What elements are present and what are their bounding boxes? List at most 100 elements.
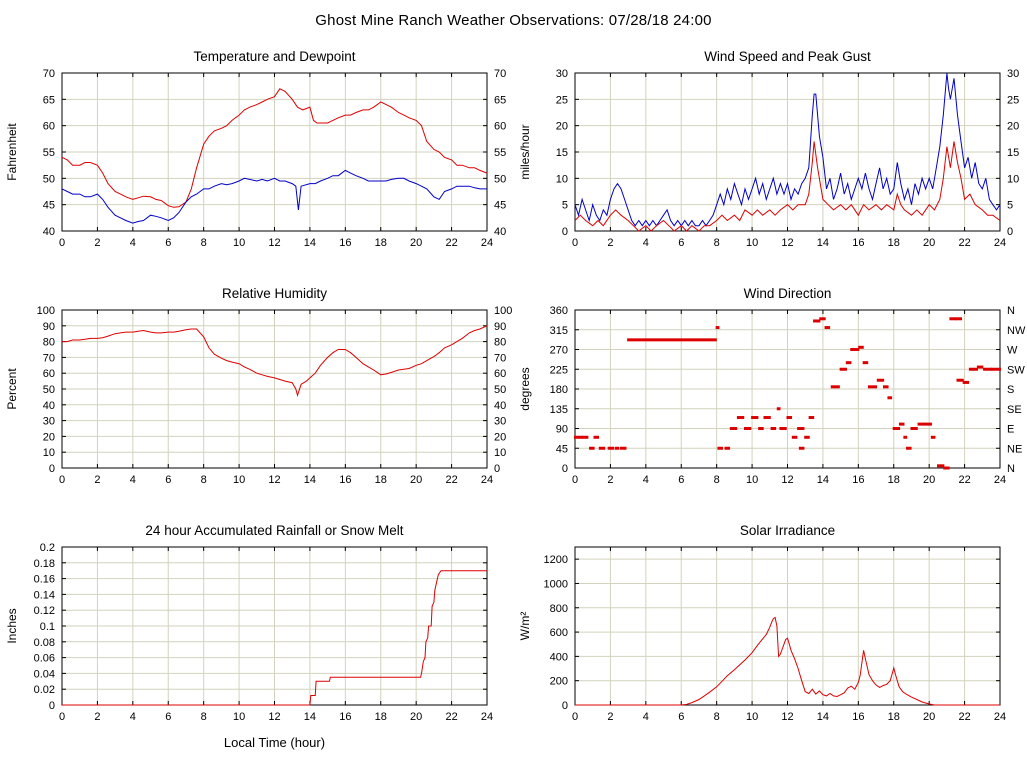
- compass-label: NE: [1007, 443, 1022, 455]
- y-tick-label: 65: [43, 94, 55, 106]
- x-tick-label: 22: [958, 237, 970, 249]
- x-tick-label: 16: [852, 474, 864, 486]
- series-line: [574, 141, 1001, 232]
- scatter-mark: [937, 464, 945, 468]
- y-tick-label: 10: [556, 173, 568, 185]
- y-tick-label-right: 15: [1007, 147, 1019, 159]
- scatter-mark: [892, 427, 901, 430]
- x-tick-label: 20: [410, 711, 422, 723]
- chart-title: Temperature and Dewpoint: [193, 49, 355, 64]
- x-tick-label: 12: [268, 474, 280, 486]
- x-tick-label: 24: [994, 237, 1006, 249]
- chart-title: 24 hour Accumulated Rainfall or Snow Mel…: [145, 523, 403, 538]
- chart-wind-direction: 0 2 4 6 8 10 12 14 16 18 20 22 24 0 N 45 NE 90 E 135 SE 180 S 2…: [513, 280, 1026, 517]
- scatter-mark: [581, 435, 589, 439]
- scatter-mark: [620, 446, 627, 450]
- x-tick-label: 8: [201, 711, 207, 723]
- scatter-mark: [903, 435, 908, 439]
- x-tick-label: 4: [643, 237, 649, 249]
- chart-title: Wind Speed and Peak Gust: [704, 49, 871, 64]
- scatter-mark: [804, 435, 810, 439]
- scatter-mark: [729, 427, 738, 430]
- y-tick-label: 0.1: [40, 621, 55, 633]
- y-tick-label: 135: [550, 404, 568, 416]
- scatter-mark: [724, 446, 731, 450]
- compass-label: S: [1007, 384, 1014, 396]
- scatter-mark: [867, 385, 878, 389]
- x-tick-label: 8: [201, 474, 207, 486]
- y-tick-label: 55: [43, 147, 55, 159]
- y-tick-label: 5: [562, 200, 568, 212]
- x-tick-label: 0: [59, 711, 65, 723]
- x-tick-label: 20: [410, 474, 422, 486]
- y-tick-label: 0.02: [34, 684, 55, 696]
- chart-canvas: 0 2 4 6 8 10 12 14 16 18 20 22 240200400600800100012…: [518, 523, 1006, 723]
- y-tick-label: 90: [43, 321, 55, 333]
- scatter-mark: [858, 345, 864, 349]
- y-tick-label: 225: [550, 364, 568, 376]
- x-tick-label: 2: [607, 237, 613, 249]
- x-tick-label: 14: [817, 474, 829, 486]
- x-tick-label: 14: [817, 711, 829, 723]
- scatter-mark: [968, 367, 978, 371]
- chart-title: Relative Humidity: [222, 286, 327, 301]
- series-line: [61, 169, 487, 224]
- x-tick-label: 6: [678, 474, 684, 486]
- x-tick-label: 2: [607, 474, 613, 486]
- scatter-mark: [956, 378, 964, 382]
- y-tick-label-right: 5: [1007, 200, 1013, 212]
- scatter-mark: [736, 416, 745, 420]
- scatter-mark: [589, 446, 595, 450]
- y-tick-label-right: 20: [494, 431, 506, 443]
- x-tick-label: 16: [852, 237, 864, 249]
- y-tick-label: 45: [43, 200, 55, 212]
- x-tick-label: 2: [94, 711, 100, 723]
- y-tick-label: 1000: [544, 578, 568, 590]
- x-tick-label: 8: [714, 237, 720, 249]
- y-tick-label: 200: [550, 676, 568, 688]
- x-tick-label: 22: [445, 474, 457, 486]
- y-tick-label: 20: [556, 121, 568, 133]
- y-tick-label: 0.06: [34, 653, 55, 665]
- y-tick-label-right: 50: [494, 384, 506, 396]
- scatter-mark: [917, 422, 927, 426]
- y-tick-label: 0: [49, 463, 55, 475]
- x-tick-label: 10: [233, 237, 245, 249]
- x-tick-label: 2: [94, 474, 100, 486]
- x-tick-label: 16: [339, 237, 351, 249]
- scatter-mark: [955, 317, 963, 321]
- y-tick-label: 0: [562, 700, 568, 712]
- scatter-mark: [770, 427, 777, 430]
- y-tick-label-right: 40: [494, 400, 506, 412]
- scatter-mark: [898, 422, 905, 426]
- x-tick-label: 18: [375, 711, 387, 723]
- y-tick-label: 0: [562, 226, 568, 238]
- y-tick-label-right: 10: [494, 447, 506, 459]
- x-tick-label: 18: [888, 237, 900, 249]
- y-tick-label-right: 20: [1007, 121, 1019, 133]
- y-tick-label-right: 25: [1007, 94, 1019, 106]
- compass-label: N: [1007, 305, 1015, 317]
- series-line: [574, 72, 1001, 227]
- y-tick-label: 360: [550, 305, 568, 317]
- scatter-mark: [845, 361, 852, 365]
- y-tick-label-right: 70: [494, 68, 506, 80]
- scatter-mark: [962, 380, 970, 384]
- y-tick-label-right: 70: [494, 352, 506, 364]
- y-axis-label: Fahrenheit: [5, 123, 19, 181]
- y-tick-label: 100: [37, 305, 55, 317]
- x-tick-label: 22: [958, 474, 970, 486]
- compass-label: NW: [1007, 325, 1026, 337]
- x-tick-label: 18: [888, 474, 900, 486]
- chart-wind-speed-peak-gust: 0 2 4 6 8 10 12 14 16 18 20 22 24 0 0 5 5 10 10 15 15 20 20 25 2…: [513, 43, 1026, 280]
- scatter-mark: [776, 407, 781, 411]
- compass-label: W: [1007, 345, 1018, 357]
- series-line: [62, 325, 488, 398]
- x-tick-label: 4: [643, 474, 649, 486]
- y-tick-label: 90: [556, 424, 568, 436]
- x-tick-label: 2: [94, 237, 100, 249]
- y-tick-label-right: 60: [494, 368, 506, 380]
- x-tick-label: 18: [888, 711, 900, 723]
